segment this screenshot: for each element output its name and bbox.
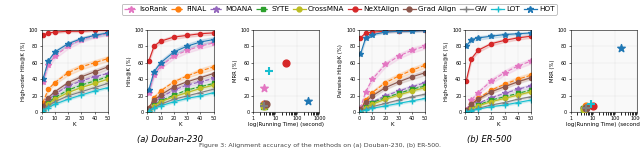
Y-axis label: High-order Hits@K (%): High-order Hits@K (%) (21, 41, 26, 101)
Point (259, 103, 269, 105)
Point (616, 47, 627, 49)
X-axis label: log(Running Time) (second): log(Running Time) (second) (248, 122, 324, 127)
Text: (b) ER-500: (b) ER-500 (467, 135, 512, 144)
Point (259, 105, 269, 107)
Y-axis label: MRR (%): MRR (%) (232, 60, 237, 82)
Point (579, 108, 589, 110)
Point (259, 105, 269, 107)
Text: Figure 3: Alignment accuracy of the methods on (a) Douban-230, (b) ER-500.: Figure 3: Alignment accuracy of the meth… (199, 143, 441, 148)
Y-axis label: High-order Hits@K (%): High-order Hits@K (%) (444, 41, 449, 101)
X-axis label: K: K (390, 122, 394, 127)
Point (581, 106, 591, 109)
Legend: IsoRank, FiNAL, MOANA, SYTE, CrossMNA, NeXtAlign, Grad Align, GW, LOT, HOT: IsoRank, FiNAL, MOANA, SYTE, CrossMNA, N… (122, 4, 557, 15)
Point (586, 103, 596, 105)
Point (581, 107, 591, 110)
X-axis label: log(Running Time) (second): log(Running Time) (second) (566, 122, 640, 127)
Point (259, 105, 269, 107)
Point (588, 105, 598, 107)
Text: (a) Douban-230: (a) Douban-230 (136, 135, 203, 144)
Y-axis label: MRR (%): MRR (%) (550, 60, 555, 82)
Point (303, 100, 313, 102)
Point (259, 86, 269, 89)
Point (579, 108, 589, 110)
Y-axis label: Pairwise Hits@K (%): Pairwise Hits@K (%) (339, 45, 344, 98)
Point (581, 105, 591, 107)
X-axis label: K: K (73, 122, 76, 127)
Point (579, 108, 589, 110)
Point (261, 103, 271, 105)
X-axis label: K: K (496, 122, 500, 127)
Y-axis label: Hits@K (%): Hits@K (%) (127, 56, 132, 86)
X-axis label: K: K (179, 122, 182, 127)
Point (281, 62, 291, 64)
Point (264, 70, 274, 72)
Point (579, 107, 589, 110)
Point (259, 103, 269, 105)
